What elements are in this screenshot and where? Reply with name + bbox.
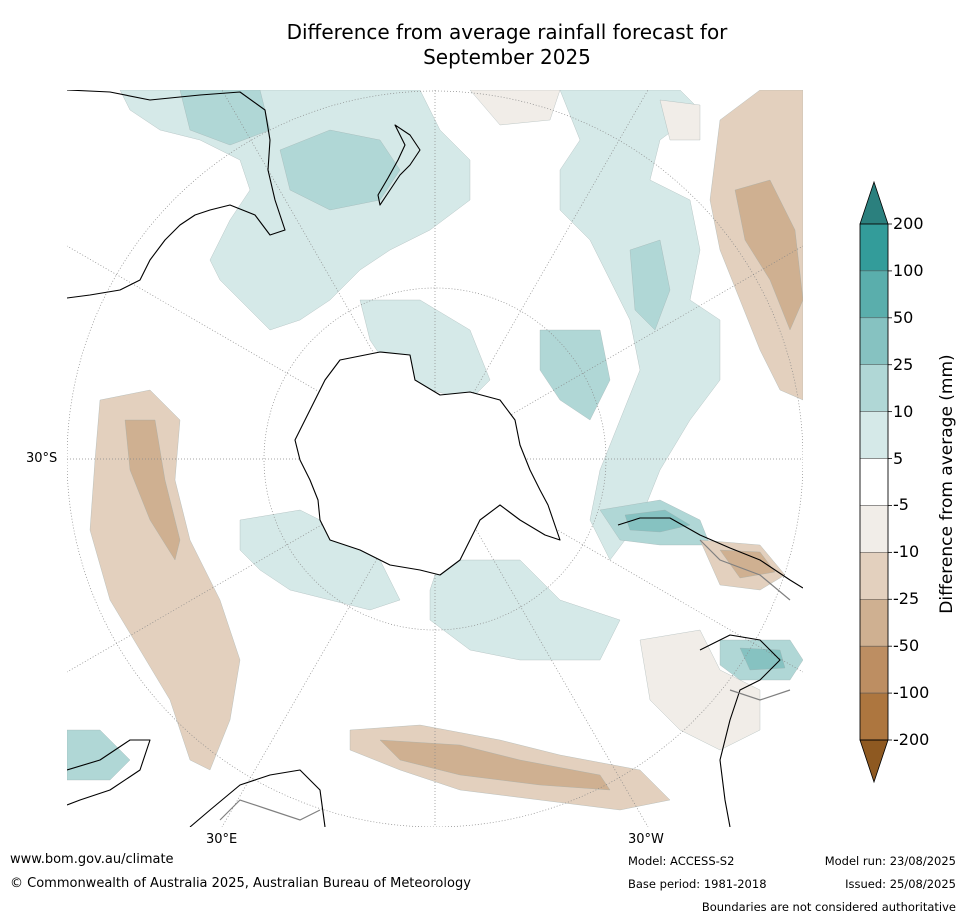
colorbar-tick-label: 100 xyxy=(893,260,924,280)
africa-coastline xyxy=(67,739,326,827)
wet-region-southwest-indian xyxy=(67,729,131,781)
colorbar-segment xyxy=(859,505,889,553)
new-zealand-coastline xyxy=(377,124,421,206)
latitude-label-30s: 30°S xyxy=(26,451,58,466)
title-line-2: September 2025 xyxy=(423,45,591,69)
colorbar-tick-label: 25 xyxy=(893,354,914,374)
colorbar-segment xyxy=(859,552,889,600)
footer-issued: Issued: 25/08/2025 xyxy=(845,877,956,891)
footer-copyright: © Commonwealth of Australia 2025, Austra… xyxy=(10,876,471,891)
footer-model-run: Model run: 23/08/2025 xyxy=(824,854,956,868)
map-panel xyxy=(67,90,803,827)
footer-base-period: Base period: 1981-2018 xyxy=(628,877,767,891)
colorbar-segment xyxy=(859,599,889,647)
colorbar-frame xyxy=(859,223,889,741)
colorbar-segment xyxy=(859,458,889,506)
longitude-label-30e: 30°E xyxy=(206,832,238,847)
boundary-southern-africa xyxy=(219,799,321,821)
colorbar-segment xyxy=(859,270,889,319)
colorbar-tick-label: -200 xyxy=(893,730,930,749)
boundary-south-america xyxy=(699,539,791,701)
colorbar-tick-label: -5 xyxy=(893,495,909,515)
wet-core-tasman xyxy=(279,129,401,211)
colorbar-segment xyxy=(859,645,889,694)
wet-core-indian xyxy=(179,90,271,146)
colorbar-extend-bottom xyxy=(859,739,889,784)
dry-core-chile xyxy=(719,549,776,579)
wet-core-drake xyxy=(624,509,691,533)
colorbar-extend-top xyxy=(859,180,889,225)
australia-coastline xyxy=(67,90,286,299)
wet-region-ross-sea xyxy=(539,329,611,421)
dry-anomaly-cores xyxy=(124,179,803,791)
dry-core-south-atlantic xyxy=(379,739,611,791)
colorbar-segment xyxy=(859,364,889,412)
dry-core-southeast-pacific xyxy=(734,179,803,331)
south-america-coastline xyxy=(617,517,803,827)
wet-region-weddell xyxy=(429,559,621,661)
dry-region-north-pacific xyxy=(469,90,561,126)
colorbar xyxy=(859,180,892,784)
footer-model: Model: ACCESS-S2 xyxy=(628,854,735,868)
colorbar-tick-label: -100 xyxy=(893,683,930,703)
footer-disclaimer: Boundaries are not considered authoritat… xyxy=(701,900,956,914)
colorbar-tick-label: 5 xyxy=(893,448,904,468)
title-line-1: Difference from average rainfall forecas… xyxy=(286,20,728,44)
footer-url[interactable]: www.bom.gov.au/climate xyxy=(10,852,174,867)
country-boundaries xyxy=(219,539,791,821)
coastlines xyxy=(67,90,803,827)
colorbar-segment xyxy=(859,317,889,365)
colorbar-tick-label: -50 xyxy=(893,636,920,656)
wet-anomaly-cores xyxy=(179,90,786,671)
longitude-label-30w: 30°W xyxy=(628,832,664,847)
wet-core-pacific xyxy=(629,239,671,331)
colorbar-tick-label: 10 xyxy=(893,401,914,421)
antarctica-coastline xyxy=(294,351,561,576)
dry-region-south-pacific-mid xyxy=(659,99,701,141)
colorbar-segment xyxy=(859,223,889,272)
colorbar-title: Difference from average (mm) xyxy=(937,354,957,614)
colorbar-segment xyxy=(859,411,889,459)
colorbar-tick-label: 200 xyxy=(893,214,924,233)
colorbar-tick-label: -25 xyxy=(893,589,920,609)
colorbar-tick-label: 50 xyxy=(893,307,914,327)
colorbar-tick-label: -10 xyxy=(893,542,920,562)
dry-core-south-indian xyxy=(124,419,181,561)
dry-region-south-indian xyxy=(89,389,241,771)
colorbar-segment xyxy=(859,692,889,741)
chart-title: Difference from average rainfall forecas… xyxy=(0,20,965,70)
